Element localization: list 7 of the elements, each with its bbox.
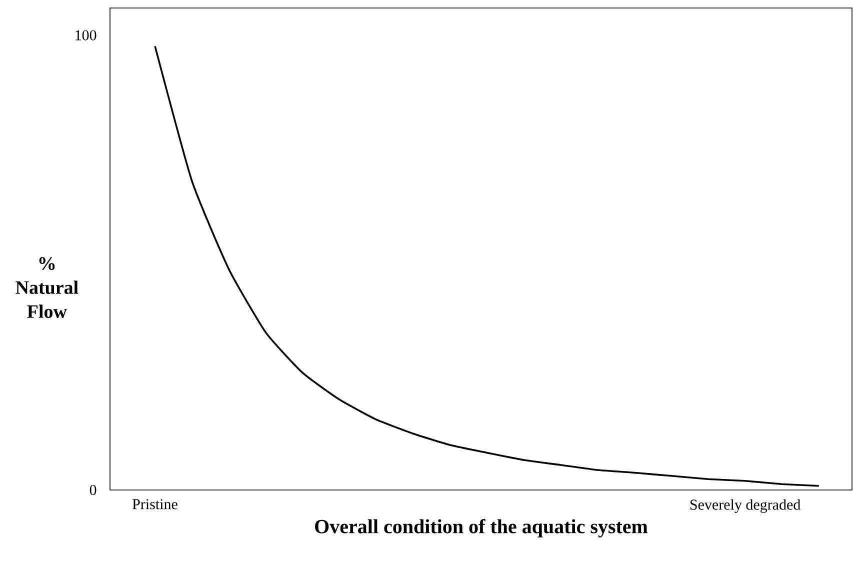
x-tick-label: Severely degraded — [690, 499, 800, 513]
y-tick-label: 0 — [90, 484, 96, 496]
line-series — [154, 45, 820, 487]
x-axis-title: Overall condition of the aquatic system — [315, 519, 648, 538]
x-tick-label: Pristine — [132, 499, 178, 510]
y-axis-title: % Natural Flow — [16, 257, 78, 318]
y-tick-label: 100 — [76, 30, 96, 40]
